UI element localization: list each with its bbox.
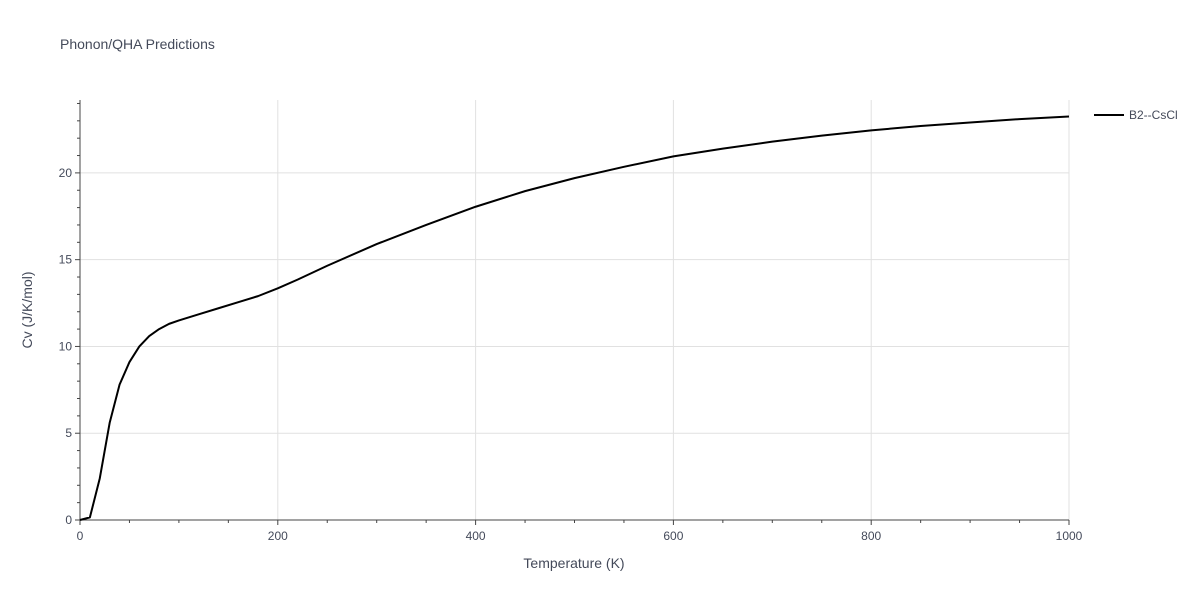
- grid-layer: [80, 100, 1070, 520]
- x-tick-label: 400: [466, 529, 486, 543]
- chart-title: Phonon/QHA Predictions: [60, 36, 215, 52]
- series-layer: [79, 115, 1070, 521]
- x-tick-label: 600: [663, 529, 683, 543]
- y-tick-label: 5: [65, 426, 72, 440]
- y-tick-label: 15: [59, 253, 73, 267]
- y-tick-label: 20: [59, 166, 73, 180]
- axis-layer: 0 200 400 600 800 1000 0 5 10 15 20: [59, 100, 1083, 543]
- x-tick-label: 0: [77, 529, 84, 543]
- legend[interactable]: B2--CsCl: [1094, 108, 1178, 122]
- x-tick-label: 1000: [1056, 529, 1083, 543]
- x-tick-label: 200: [268, 529, 288, 543]
- x-axis-title: Temperature (K): [523, 555, 624, 571]
- y-tick-label: 0: [65, 513, 72, 527]
- series-line-b2-cscl: [79, 115, 1070, 521]
- y-tick-label: 10: [59, 339, 73, 353]
- x-tick-label: 800: [861, 529, 881, 543]
- y-axis-title: Cv (J/K/mol): [19, 272, 35, 349]
- legend-label-b2-cscl: B2--CsCl: [1129, 108, 1178, 122]
